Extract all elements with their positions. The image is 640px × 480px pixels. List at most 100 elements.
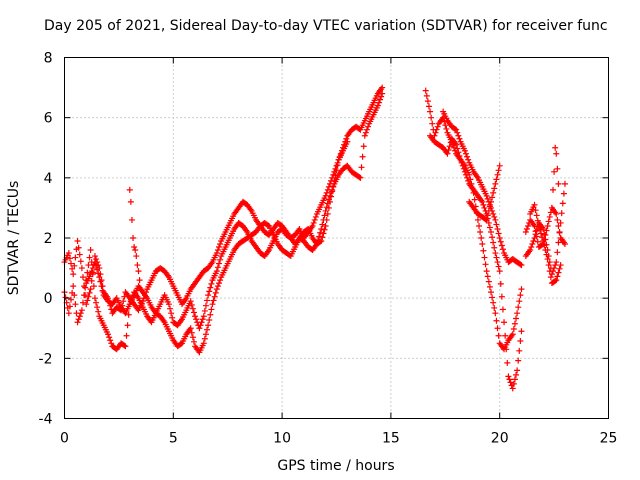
data-point (196, 325, 203, 332)
data-point (516, 347, 523, 354)
data-point (441, 118, 448, 125)
data-point (207, 284, 214, 291)
data-point (516, 298, 523, 305)
data-point (550, 186, 557, 193)
data-point (455, 132, 462, 139)
data-point (507, 379, 514, 386)
data-point (554, 273, 561, 280)
data-point (75, 244, 82, 251)
data-point (489, 194, 496, 201)
data-point (86, 289, 93, 296)
data-point (105, 331, 112, 338)
data-point (91, 259, 98, 266)
data-point (481, 254, 488, 261)
data-point (545, 218, 552, 225)
data-point (497, 238, 504, 245)
data-point (429, 120, 436, 127)
data-point (553, 150, 560, 157)
data-point (555, 239, 562, 246)
data-point (499, 306, 506, 313)
data-point (126, 186, 133, 193)
data-point (65, 250, 72, 257)
data-point (509, 331, 516, 338)
data-point (134, 262, 141, 269)
data-point (198, 319, 205, 326)
data-point (213, 268, 220, 275)
data-point (69, 265, 76, 272)
data-point (206, 316, 213, 323)
series-trace-spike (126, 186, 144, 293)
data-point (498, 242, 505, 249)
data-point (531, 235, 538, 241)
data-point (542, 247, 549, 254)
data-point (561, 180, 568, 187)
series-trace-e (427, 132, 525, 392)
data-point (547, 274, 554, 281)
data-point (328, 193, 335, 200)
data-point (494, 225, 501, 232)
data-point (68, 296, 75, 303)
data-point (487, 228, 494, 235)
data-point (536, 226, 543, 233)
data-point (87, 271, 94, 278)
data-point (97, 278, 104, 285)
data-point (76, 251, 83, 258)
data-point (177, 341, 184, 348)
data-point (379, 84, 386, 91)
data-point (492, 310, 499, 317)
data-point (558, 210, 565, 217)
data-point (486, 283, 493, 290)
data-point (363, 126, 370, 133)
data-point (495, 167, 502, 174)
data-point (484, 212, 491, 219)
data-point (465, 156, 472, 163)
data-point (546, 268, 553, 275)
x-tick-label: 20 (491, 431, 509, 447)
data-point (77, 310, 84, 317)
data-point (132, 247, 139, 254)
data-point (316, 233, 323, 240)
data-point (91, 295, 98, 302)
data-point (214, 247, 221, 254)
data-point (428, 114, 435, 121)
data-point (461, 147, 468, 154)
data-point (122, 343, 129, 350)
data-point (312, 213, 319, 220)
data-point (480, 247, 487, 254)
data-point (215, 244, 222, 251)
data-point (433, 126, 440, 133)
data-point (96, 274, 103, 281)
data-point (486, 203, 493, 210)
data-point (535, 222, 542, 229)
data-point (120, 298, 127, 305)
data-point (79, 299, 86, 306)
data-point (107, 337, 114, 344)
data-point (532, 231, 539, 238)
data-point (199, 316, 206, 323)
data-point (95, 270, 102, 277)
data-point (375, 99, 382, 106)
data-point (502, 332, 509, 339)
series-trace-j (527, 201, 564, 287)
data-point (126, 301, 133, 308)
data-point (317, 229, 324, 236)
data-point (65, 310, 72, 317)
data-point (91, 253, 98, 260)
data-point (167, 305, 174, 312)
data-point (72, 301, 79, 308)
data-point (326, 192, 333, 199)
data-point (554, 249, 561, 256)
series-trace-f (440, 108, 525, 269)
data-point (137, 286, 144, 293)
data-point (62, 294, 69, 301)
data-point (211, 293, 218, 300)
data-point (495, 332, 502, 339)
data-point (553, 277, 560, 284)
data-point (442, 122, 449, 129)
data-point (485, 207, 492, 214)
data-point (493, 317, 500, 324)
data-point (86, 254, 93, 261)
grid (64, 57, 609, 419)
data-point (552, 144, 559, 151)
data-point (215, 260, 222, 267)
